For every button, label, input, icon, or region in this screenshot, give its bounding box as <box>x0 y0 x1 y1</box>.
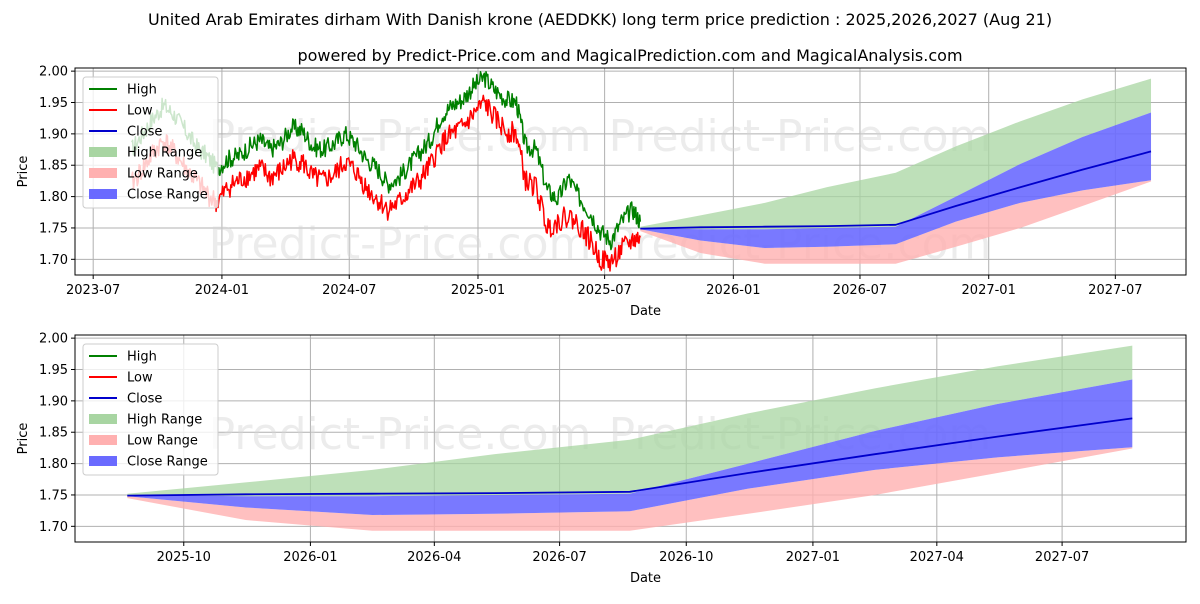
y-tick-label: 2.00 <box>39 65 68 80</box>
y-tick-label: 1.80 <box>39 457 68 472</box>
x-tick-label: 2025-01 <box>451 283 505 298</box>
legend-high-range: High Range <box>127 413 202 428</box>
y-tick-label: 1.70 <box>39 253 68 268</box>
x-tick-label: 2023-07 <box>66 283 120 298</box>
x-tick-label: 2024-01 <box>195 283 249 298</box>
close-line <box>127 417 1133 497</box>
x-tick-label: 2024-07 <box>322 283 376 298</box>
x-tick-label: 2025-10 <box>157 550 211 565</box>
chart-title: United Arab Emirates dirham With Danish … <box>148 10 1052 29</box>
y-axis-label: Price <box>16 156 31 188</box>
y-tick-label: 1.85 <box>39 159 68 174</box>
y-tick-label: 1.70 <box>39 520 68 535</box>
x-tick-label: 2027-04 <box>910 550 964 565</box>
chart-subtitle: powered by Predict-Price.com and Magical… <box>297 46 962 65</box>
bottom-panel: Predict-Price.comPredict-Price.com2025-1… <box>16 332 1187 586</box>
plot-frame <box>74 334 1187 543</box>
x-axis-label: Date <box>630 304 661 319</box>
y-tick-label: 1.95 <box>39 363 68 378</box>
top-panel: Predict-Price.com Predict-Price.com Predic… <box>16 65 1187 319</box>
x-tick-label: 2026-07 <box>833 283 887 298</box>
legend: High Low Close High Range Low Range Close Ran… <box>82 76 219 209</box>
x-axis-label: Date <box>630 571 661 586</box>
plot-frame <box>74 67 1187 276</box>
high-range-band <box>127 345 1133 497</box>
legend-low: Low <box>127 371 153 386</box>
y-axis-label: Price <box>16 423 31 455</box>
y-tick-label: 1.75 <box>39 221 68 236</box>
y-tick-label: 1.90 <box>39 394 68 409</box>
close-range-band <box>127 379 1133 516</box>
close-line <box>640 150 1152 230</box>
watermark-text: Predict-Price.com <box>209 218 592 269</box>
legend: High Low Close High Range Low Range Close Ran… <box>82 343 219 476</box>
legend-low: Low <box>127 104 153 119</box>
x-tick-label: 2026-04 <box>407 550 461 565</box>
y-tick-label: 1.80 <box>39 190 68 205</box>
y-tick-label: 1.95 <box>39 96 68 111</box>
x-tick-label: 2026-01 <box>283 550 337 565</box>
x-tick-label: 2027-01 <box>962 283 1016 298</box>
y-tick-label: 1.90 <box>39 127 68 142</box>
y-tick-label: 2.00 <box>39 332 68 347</box>
legend-close-range: Close Range <box>127 455 208 470</box>
y-tick-label: 1.75 <box>39 488 68 503</box>
close-range-band <box>640 112 1152 249</box>
x-tick-label: 2026-07 <box>532 550 586 565</box>
x-tick-label: 2027-07 <box>1035 550 1089 565</box>
x-tick-label: 2026-01 <box>706 283 760 298</box>
legend-high-range: High Range <box>127 146 202 161</box>
watermark-text: Predict-Price.com <box>609 111 992 162</box>
legend-low-range: Low Range <box>127 434 198 449</box>
watermark-text: Predict-Price.com <box>209 111 592 162</box>
low-range-band <box>127 447 1133 531</box>
x-tick-label: 2025-07 <box>577 283 631 298</box>
x-tick-label: 2027-07 <box>1088 283 1142 298</box>
x-tick-label: 2027-01 <box>786 550 840 565</box>
low-range-band <box>640 180 1152 264</box>
x-tick-label: 2026-10 <box>659 550 713 565</box>
legend-high: High <box>127 83 157 98</box>
legend-close: Close <box>127 392 162 407</box>
y-tick-label: 1.85 <box>39 426 68 441</box>
legend-close-range: Close Range <box>127 188 208 203</box>
legend-close: Close <box>127 125 162 140</box>
legend-low-range: Low Range <box>127 167 198 182</box>
high-range-band <box>640 78 1152 230</box>
legend-high: High <box>127 350 157 365</box>
